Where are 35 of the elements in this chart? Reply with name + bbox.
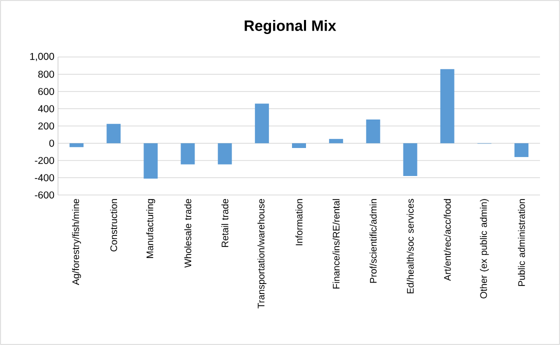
x-tick-label: Finance/ins/RE/rental — [332, 199, 340, 289]
bar — [440, 69, 454, 144]
x-tick-label: Construction — [110, 199, 118, 252]
bar — [180, 143, 195, 164]
x-tick-label: Other (ex public admin) — [480, 199, 489, 298]
x-tick-label: Prof/scientific/admin — [370, 199, 377, 283]
x-tick-label: Transportation/warehouse — [257, 198, 266, 308]
x-tick-label: Retail trade — [221, 198, 228, 247]
x-tick-label: Wholesale trade — [184, 198, 192, 268]
x-tick-label: Ag/forestry/fish/mine — [72, 198, 81, 286]
y-tick-label: 200 — [38, 122, 54, 130]
x-tick-label: Art/ent/rec/acc/food — [444, 199, 451, 281]
y-tick-label: 400 — [38, 105, 54, 112]
bar — [366, 120, 380, 144]
bar — [218, 143, 232, 164]
y-tick-label: -600 — [34, 191, 54, 199]
bar — [70, 143, 84, 148]
y-tick-label: -400 — [34, 174, 54, 182]
y-tick-label: 0 — [49, 140, 54, 147]
x-tick-label: Ed/health/soc services — [406, 198, 414, 294]
bar — [106, 124, 121, 144]
chart-title: Regional Mix — [244, 20, 336, 34]
y-tick-label: 600 — [38, 88, 54, 96]
bar — [254, 104, 269, 144]
y-tick-label: 1,000 — [30, 52, 54, 62]
bar — [144, 143, 158, 179]
bar — [292, 143, 306, 148]
x-tick-label: Public administration — [518, 199, 525, 286]
bar — [329, 138, 344, 144]
x-tick-label: Manufacturing — [146, 199, 156, 258]
bar — [403, 143, 418, 176]
y-tick-label: -200 — [34, 156, 54, 164]
y-tick-label: 800 — [38, 70, 54, 78]
bar — [514, 143, 528, 158]
x-tick-label: Information — [296, 199, 302, 246]
